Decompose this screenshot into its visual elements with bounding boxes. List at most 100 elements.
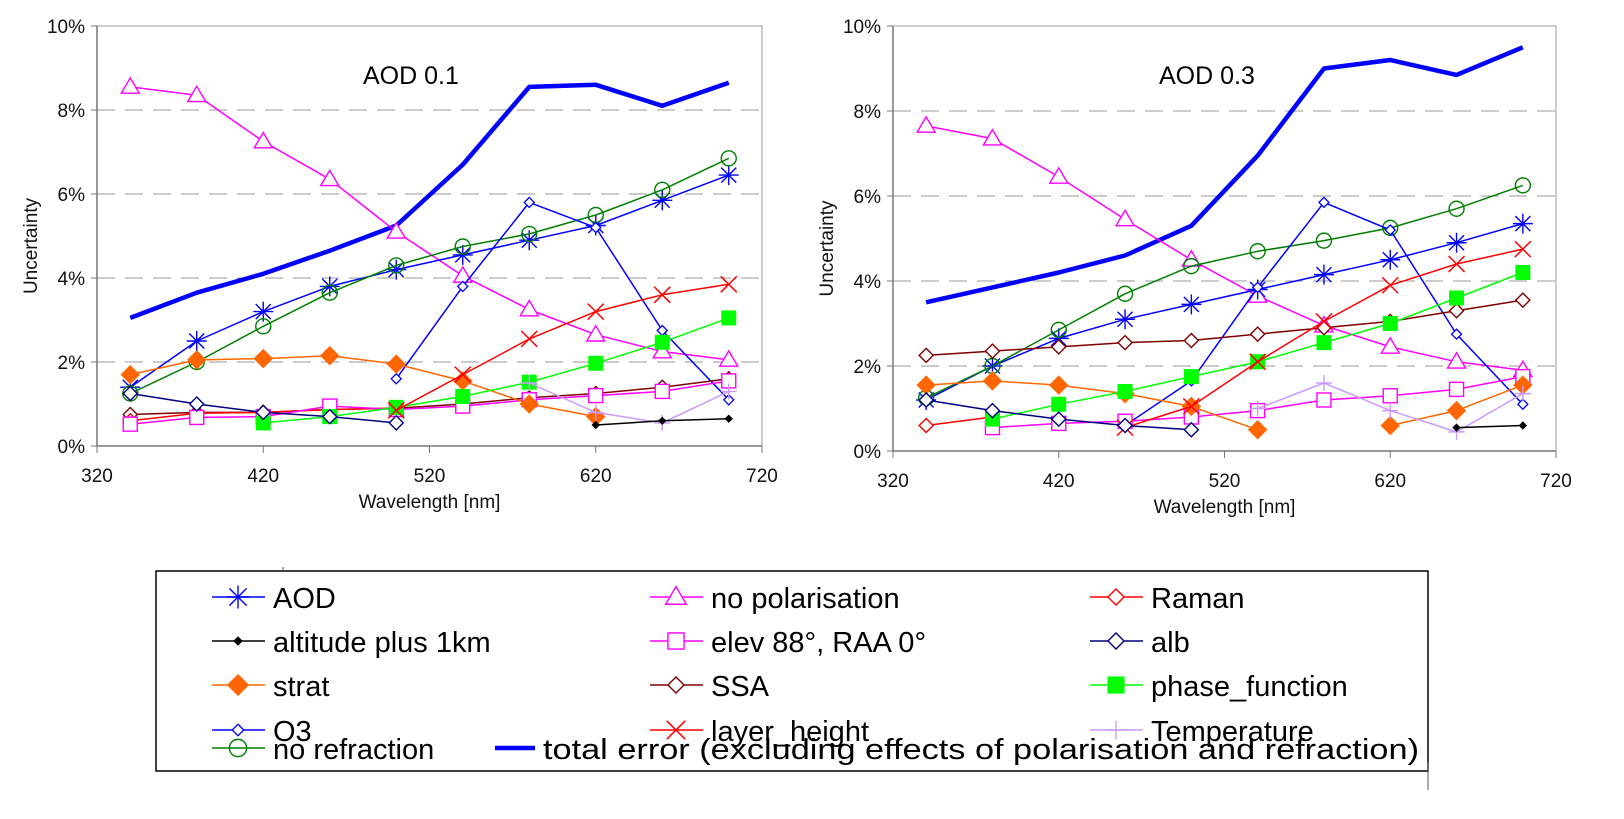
series-line-layer xyxy=(395,283,729,411)
legend-label: phase_function xyxy=(1151,671,1348,703)
x-tick-label: 520 xyxy=(1209,471,1241,492)
series-line-temp xyxy=(528,382,730,424)
legend-marker-strat xyxy=(226,673,250,697)
data-point-strat xyxy=(1446,400,1467,421)
series-strat xyxy=(916,371,1533,440)
data-point-alt xyxy=(724,414,733,423)
chart-aod-0-3: 0% 2% 4% 6% 8% 10% 320 420 520 620 720 Wavelength [… xyxy=(817,17,1572,518)
data-point-strat xyxy=(1049,375,1069,395)
x-tick-label: 320 xyxy=(81,466,113,487)
legend-label: layer_height xyxy=(711,716,869,748)
data-point-nopol xyxy=(652,341,673,359)
y-tick-label: 2% xyxy=(58,353,86,374)
data-point-norefr xyxy=(1514,177,1532,194)
series-nopol xyxy=(120,76,739,367)
data-point-norefr xyxy=(321,284,338,301)
series-line-total xyxy=(129,80,730,321)
series-line-strat xyxy=(130,354,596,418)
legend-box xyxy=(155,570,1429,772)
legend-label: Temperature xyxy=(1151,716,1314,748)
legend-marker-layer xyxy=(666,720,686,740)
data-point-aod xyxy=(1512,213,1533,234)
y-tick-label: 8% xyxy=(58,101,86,122)
series-line-alt xyxy=(1456,424,1523,429)
data-point-aod xyxy=(1313,264,1334,285)
y-tick-label: 4% xyxy=(58,269,86,290)
data-point-aod xyxy=(1380,249,1401,270)
data-point-o3 xyxy=(1318,196,1330,209)
data-point-aod xyxy=(253,301,274,322)
series-line-aod xyxy=(925,222,1524,401)
chart-title: AOD 0.3 xyxy=(1159,62,1255,90)
data-point-o3 xyxy=(523,196,536,209)
data-point-alb xyxy=(122,385,139,402)
data-point-phase xyxy=(588,355,604,371)
data-point-nopol xyxy=(718,349,739,367)
series-line-raman xyxy=(926,416,993,427)
data-point-nopol xyxy=(186,84,207,103)
data-point-ssa xyxy=(1249,326,1266,343)
x-tick-label: 620 xyxy=(1374,471,1406,492)
legend-item-total: total error (excluding effects of polari… xyxy=(495,734,1419,766)
data-point-norefr xyxy=(720,150,737,167)
data-point-temp xyxy=(1382,402,1399,419)
data-point-nopol xyxy=(1114,208,1136,227)
legend-item-phase: phase_function xyxy=(1090,671,1348,703)
series-alb xyxy=(122,385,405,431)
data-point-alt xyxy=(591,420,600,430)
data-point-norefr xyxy=(1183,257,1200,275)
data-point-layer xyxy=(454,366,472,384)
series-line-norefr xyxy=(129,157,730,395)
data-point-alb xyxy=(1117,417,1134,434)
legend-item-alt: altitude plus 1km xyxy=(212,627,491,659)
data-point-aod xyxy=(1115,309,1136,330)
legend-item-strat: strat xyxy=(212,671,329,703)
y-tick-label: 4% xyxy=(854,272,882,293)
legend-marker-nopol xyxy=(664,585,688,605)
data-point-o3 xyxy=(589,221,602,234)
data-point-aod xyxy=(452,244,473,265)
legend-item-alb: alb xyxy=(1090,627,1190,659)
legend-item-nopol: no polarisation xyxy=(650,583,900,615)
data-point-alb xyxy=(1183,421,1200,438)
data-point-norefr xyxy=(255,318,272,335)
y-tick-label: 10% xyxy=(47,17,85,38)
data-point-o3 xyxy=(1516,398,1529,411)
plot-area xyxy=(892,25,1557,452)
y-tick-label: 0% xyxy=(58,437,86,458)
legend-marker-aod xyxy=(226,585,250,609)
data-point-phase xyxy=(1382,316,1398,331)
data-point-layer xyxy=(720,275,738,293)
data-point-norefr xyxy=(1249,243,1266,260)
y-axis-label: Uncertainty xyxy=(21,197,42,294)
data-point-alb xyxy=(388,414,405,431)
data-point-alb xyxy=(1050,411,1067,428)
data-point-temp xyxy=(521,375,538,391)
series-total xyxy=(129,80,730,321)
data-point-alb xyxy=(918,392,935,408)
x-tick-label: 720 xyxy=(1540,471,1572,492)
legend-item-layer: layer_height xyxy=(650,716,869,748)
plot-area xyxy=(96,25,763,447)
data-point-ssa xyxy=(1448,302,1465,319)
data-point-norefr xyxy=(1116,285,1134,302)
series-line-elev xyxy=(130,380,729,425)
data-point-alb xyxy=(321,408,338,425)
data-point-phase xyxy=(455,388,471,404)
legend-item-elev: elev 88°, RAA 0° xyxy=(650,627,926,659)
series-alb xyxy=(918,392,1200,438)
data-point-ssa xyxy=(1050,338,1067,355)
data-point-layer xyxy=(520,330,538,348)
legend-marker-temp xyxy=(1106,720,1126,740)
data-point-layer xyxy=(587,303,605,321)
series-line-ssa xyxy=(926,299,1523,357)
data-point-norefr xyxy=(388,257,405,274)
legend-item-o3: O3 xyxy=(212,716,312,748)
data-point-temp xyxy=(587,404,604,421)
series-line-o3 xyxy=(395,201,730,401)
data-point-phase xyxy=(1117,384,1133,399)
data-point-layer xyxy=(653,286,671,304)
data-point-norefr xyxy=(1050,321,1067,339)
data-point-temp xyxy=(720,383,737,400)
data-point-aod xyxy=(1446,232,1467,253)
